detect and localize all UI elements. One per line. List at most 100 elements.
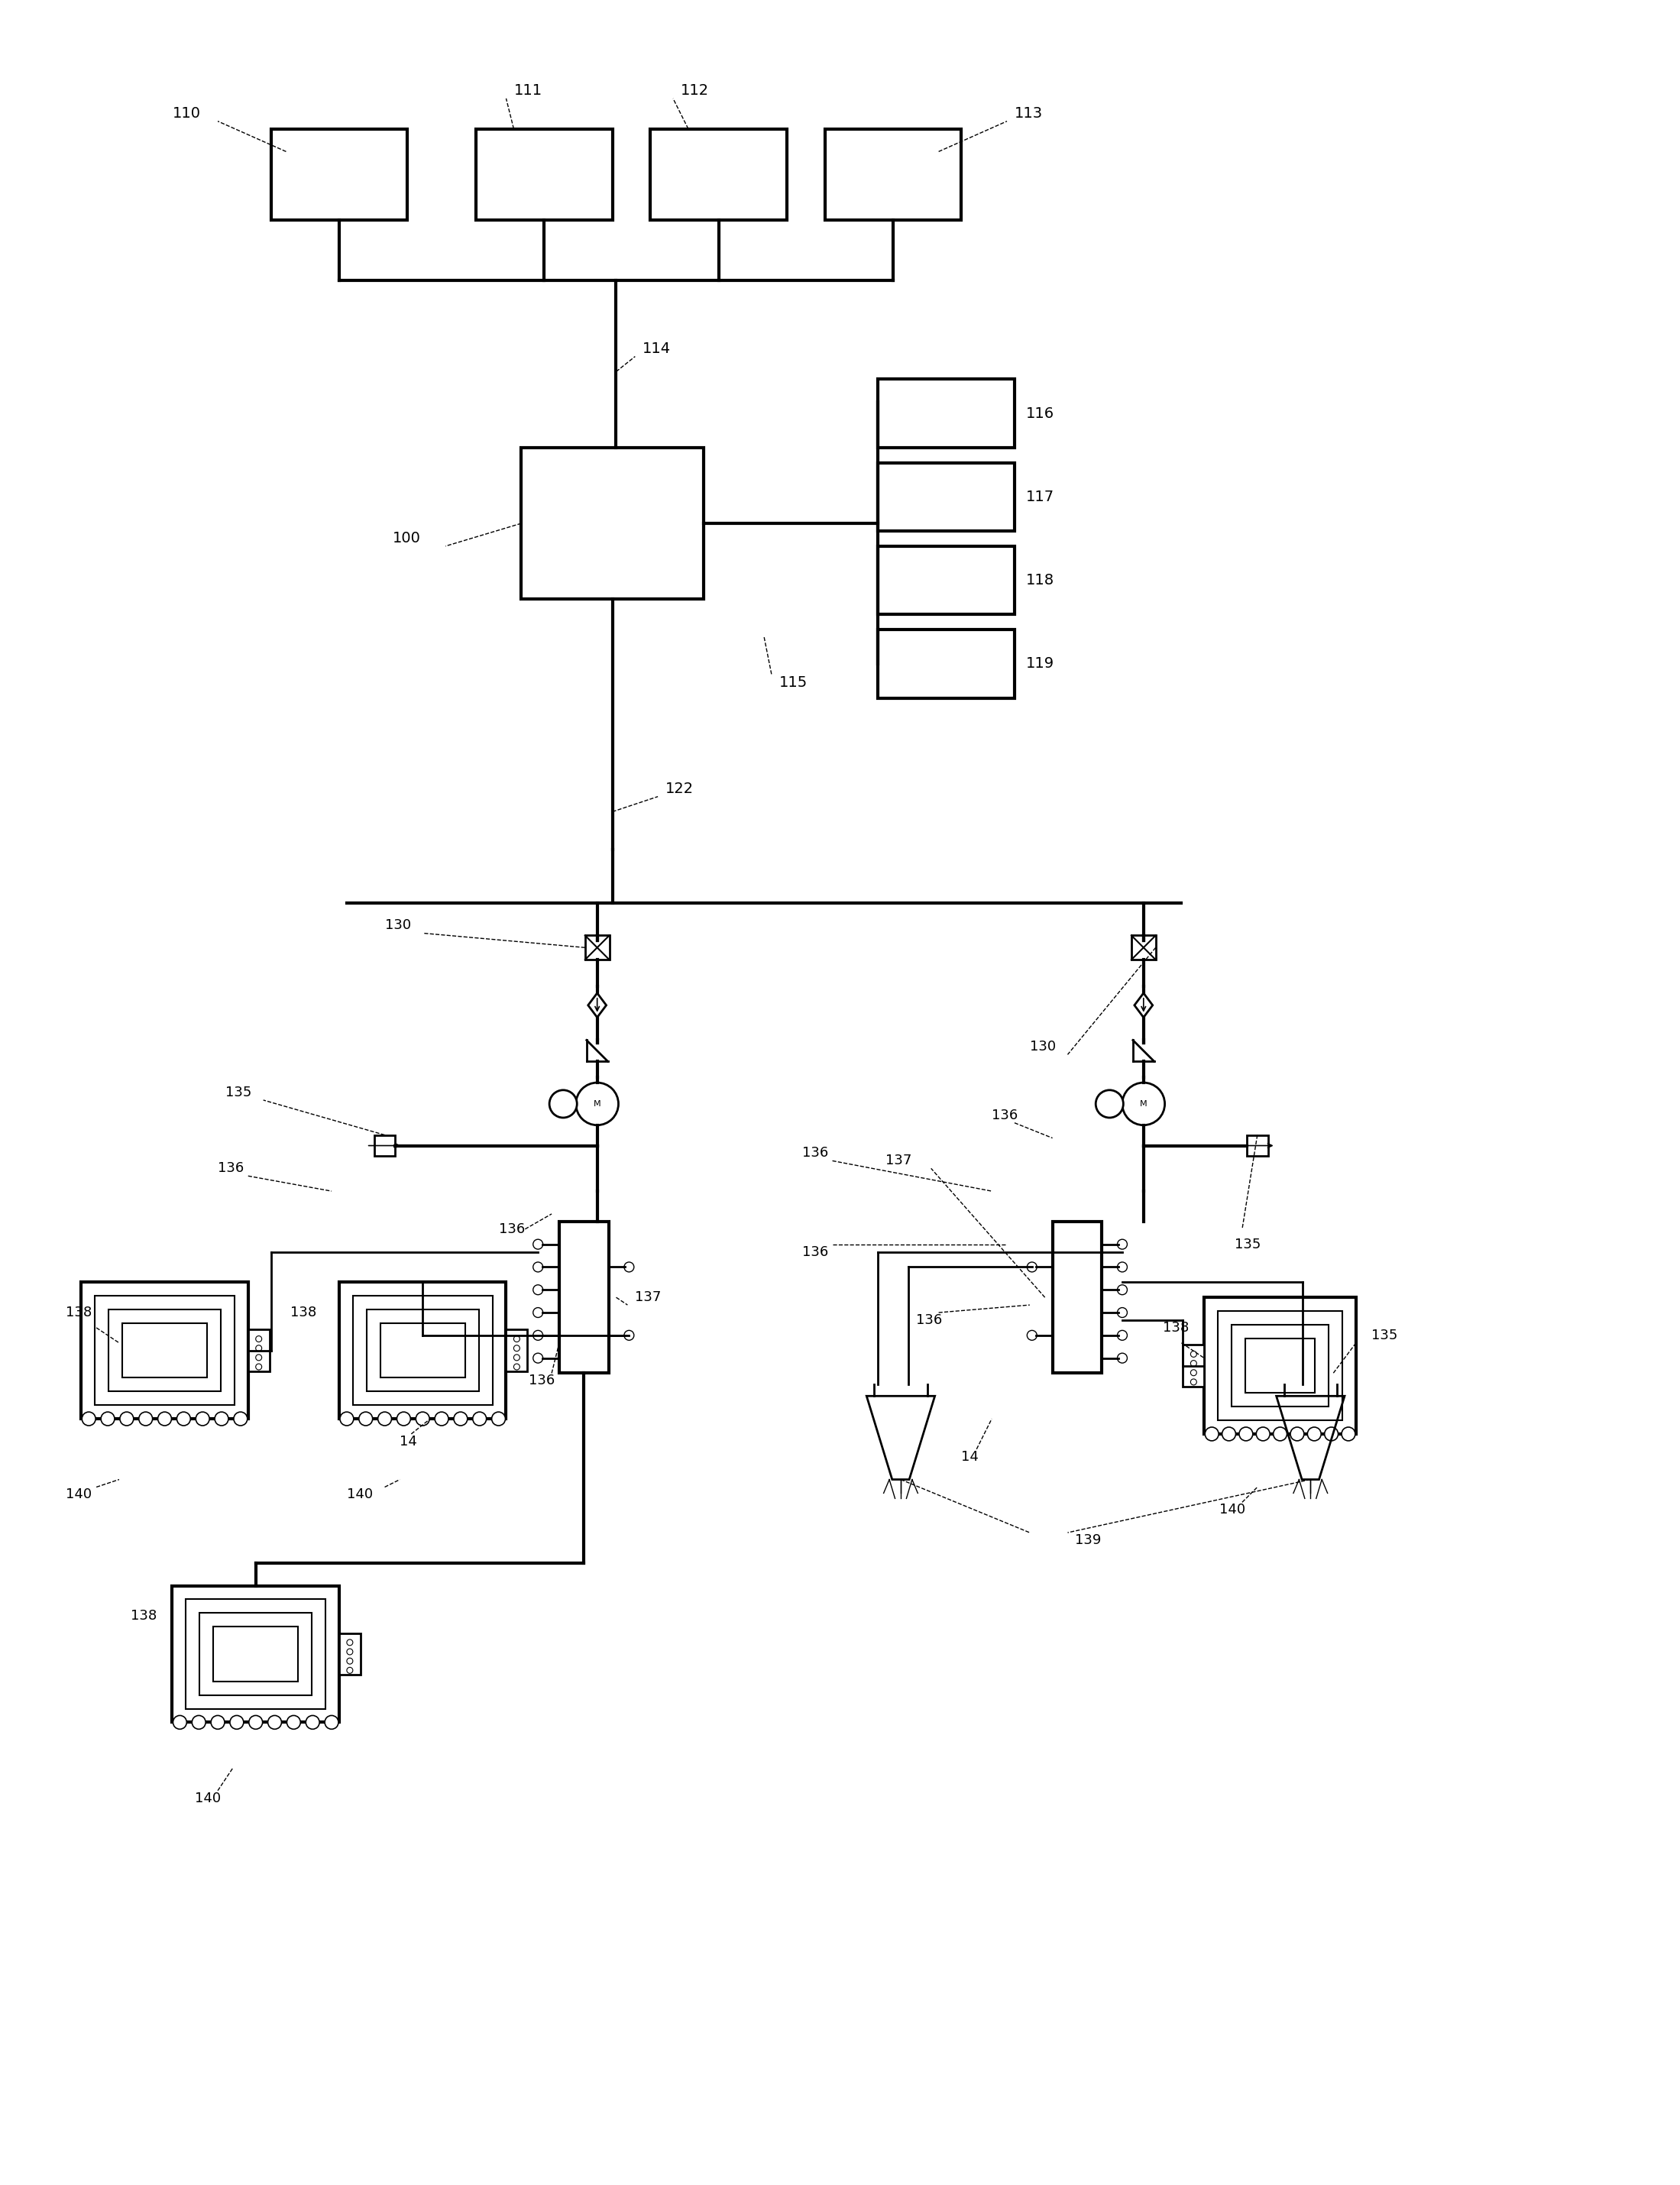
Bar	[1131, 935, 1156, 959]
Text: 100: 100	[393, 531, 420, 546]
Circle shape	[1205, 1427, 1218, 1440]
Text: 119: 119	[1026, 656, 1055, 671]
Circle shape	[255, 1363, 262, 1370]
Bar	[366, 1309, 479, 1392]
Bar	[825, 129, 961, 221]
Circle shape	[435, 1412, 449, 1425]
Text: M: M	[1139, 1099, 1147, 1108]
Text: 116: 116	[1026, 406, 1055, 422]
Circle shape	[339, 1412, 353, 1425]
Circle shape	[255, 1335, 262, 1342]
Circle shape	[139, 1412, 153, 1425]
Circle shape	[1122, 1082, 1164, 1125]
Text: 110: 110	[173, 107, 200, 120]
Bar	[1231, 1324, 1329, 1407]
Bar	[879, 380, 1015, 448]
Bar	[1247, 1134, 1268, 1156]
Circle shape	[623, 1263, 633, 1272]
Circle shape	[1191, 1361, 1196, 1366]
Text: M: M	[593, 1099, 601, 1108]
Circle shape	[1342, 1427, 1356, 1440]
Text: 135: 135	[1235, 1237, 1262, 1252]
Circle shape	[378, 1412, 391, 1425]
Text: 140: 140	[346, 1488, 373, 1501]
Text: 136: 136	[499, 1221, 524, 1237]
Circle shape	[1117, 1307, 1127, 1318]
Circle shape	[1117, 1285, 1127, 1296]
Circle shape	[472, 1412, 487, 1425]
Bar	[200, 1613, 312, 1696]
Circle shape	[306, 1715, 319, 1728]
Circle shape	[1290, 1427, 1304, 1440]
Bar	[1205, 1298, 1356, 1433]
Circle shape	[1117, 1239, 1127, 1250]
Text: 140: 140	[1220, 1503, 1245, 1516]
Circle shape	[533, 1307, 543, 1318]
Text: 117: 117	[1026, 489, 1055, 505]
Circle shape	[324, 1715, 338, 1728]
Circle shape	[234, 1412, 247, 1425]
Bar	[1245, 1339, 1315, 1394]
Circle shape	[1307, 1427, 1320, 1440]
Circle shape	[212, 1715, 225, 1728]
Circle shape	[1117, 1331, 1127, 1339]
Circle shape	[396, 1412, 410, 1425]
Bar	[270, 129, 408, 221]
Circle shape	[454, 1412, 467, 1425]
Circle shape	[533, 1353, 543, 1363]
Text: 136: 136	[991, 1108, 1018, 1123]
Text: 137: 137	[885, 1154, 912, 1167]
Circle shape	[1273, 1427, 1287, 1440]
Circle shape	[533, 1263, 543, 1272]
Text: 138: 138	[1163, 1322, 1189, 1335]
Text: 140: 140	[195, 1792, 222, 1805]
Circle shape	[192, 1715, 205, 1728]
Bar	[879, 629, 1015, 697]
Bar	[94, 1296, 235, 1405]
Circle shape	[533, 1239, 543, 1250]
Circle shape	[346, 1650, 353, 1654]
Text: 111: 111	[514, 83, 543, 98]
Circle shape	[1095, 1090, 1124, 1119]
Circle shape	[1257, 1427, 1270, 1440]
Bar	[249, 1331, 269, 1372]
Bar	[339, 1283, 506, 1418]
Circle shape	[249, 1715, 262, 1728]
Text: 130: 130	[1030, 1040, 1055, 1053]
Circle shape	[1324, 1427, 1339, 1440]
Text: 137: 137	[635, 1291, 662, 1304]
Circle shape	[1191, 1379, 1196, 1385]
Text: 14: 14	[400, 1436, 417, 1449]
Circle shape	[514, 1363, 519, 1370]
Circle shape	[1026, 1263, 1037, 1272]
Bar	[375, 1134, 395, 1156]
Circle shape	[176, 1412, 190, 1425]
Circle shape	[82, 1412, 96, 1425]
Bar	[585, 935, 610, 959]
Text: 136: 136	[801, 1245, 828, 1259]
Text: 114: 114	[643, 341, 670, 356]
Circle shape	[119, 1412, 133, 1425]
Circle shape	[576, 1082, 618, 1125]
Circle shape	[197, 1412, 210, 1425]
Text: 14: 14	[961, 1451, 979, 1464]
Circle shape	[1117, 1263, 1127, 1272]
Circle shape	[255, 1355, 262, 1361]
Text: 135: 135	[1371, 1328, 1398, 1342]
Circle shape	[158, 1412, 171, 1425]
Text: 139: 139	[1075, 1534, 1102, 1547]
Text: 140: 140	[66, 1488, 92, 1501]
Circle shape	[492, 1412, 506, 1425]
Circle shape	[533, 1285, 543, 1296]
Circle shape	[173, 1715, 186, 1728]
Text: 136: 136	[801, 1147, 828, 1160]
Circle shape	[346, 1667, 353, 1674]
Bar	[475, 129, 612, 221]
Circle shape	[514, 1346, 519, 1350]
Text: 113: 113	[1015, 107, 1043, 120]
Circle shape	[1191, 1370, 1196, 1377]
Text: 136: 136	[916, 1313, 942, 1326]
Circle shape	[1191, 1350, 1196, 1357]
Bar	[879, 463, 1015, 531]
Circle shape	[255, 1346, 262, 1350]
